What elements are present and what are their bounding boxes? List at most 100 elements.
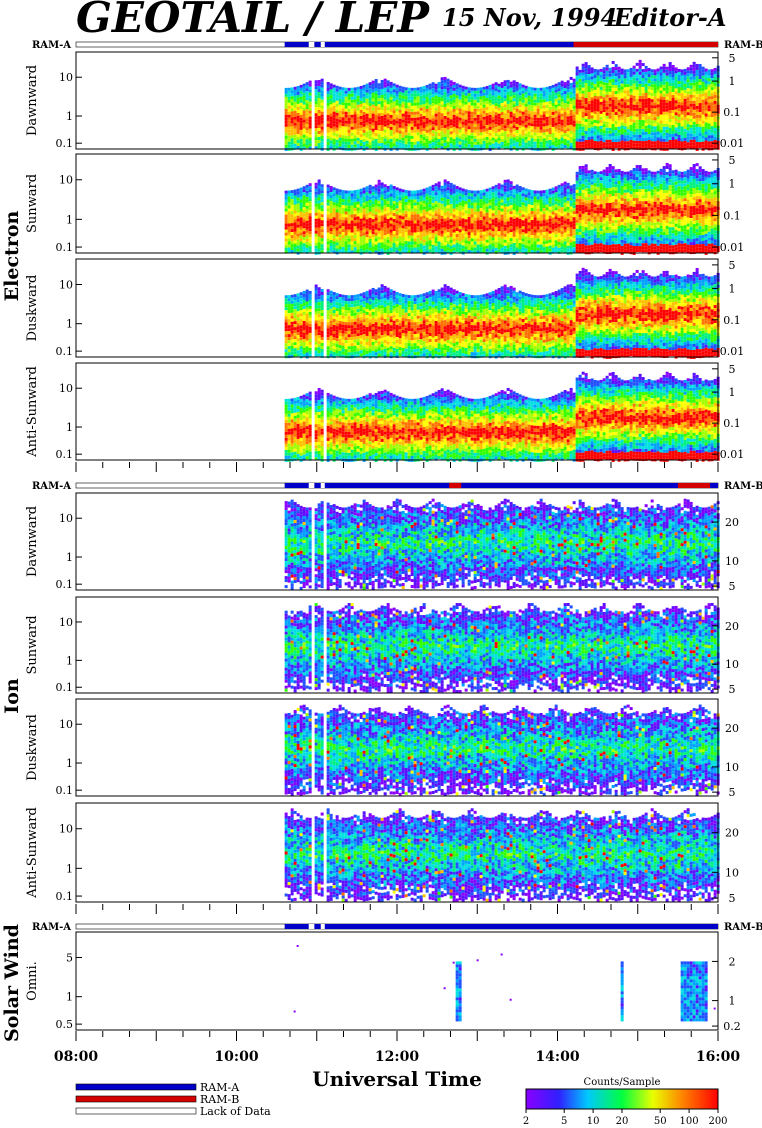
cell	[489, 139, 492, 142]
cell	[501, 100, 504, 103]
cell	[462, 89, 465, 92]
cell	[405, 135, 408, 138]
cell	[696, 124, 699, 127]
cell	[306, 115, 309, 118]
cell	[495, 230, 498, 233]
cell	[417, 108, 420, 111]
cell	[690, 128, 693, 131]
cell	[303, 228, 306, 231]
cell	[432, 133, 435, 136]
cell	[369, 85, 372, 88]
cell	[594, 87, 597, 90]
cell	[414, 121, 417, 124]
cell	[678, 72, 681, 75]
cell	[543, 144, 546, 147]
cell	[603, 79, 606, 82]
cell	[357, 120, 360, 123]
cell	[588, 110, 591, 113]
cell	[363, 103, 366, 106]
cell	[708, 75, 711, 78]
cell	[330, 86, 333, 89]
cell	[696, 106, 699, 109]
cell	[657, 125, 660, 128]
cell	[363, 112, 366, 115]
cell	[417, 111, 420, 114]
cell	[654, 99, 657, 102]
cell	[348, 242, 351, 245]
cell	[426, 200, 429, 203]
cell	[309, 99, 312, 102]
cell	[396, 247, 399, 250]
cell	[624, 141, 627, 144]
cell	[459, 121, 462, 124]
cell	[303, 93, 306, 96]
cell	[414, 239, 417, 242]
cell	[294, 238, 297, 241]
cell	[504, 125, 507, 128]
cell	[351, 112, 354, 115]
cell	[411, 112, 414, 115]
cell	[651, 96, 654, 99]
cell	[291, 205, 294, 208]
cell	[564, 100, 567, 103]
cell	[564, 124, 567, 127]
cell	[360, 128, 363, 131]
cell	[540, 91, 543, 94]
cell	[408, 91, 411, 94]
cell	[495, 242, 498, 245]
cell	[381, 104, 384, 107]
cell	[714, 92, 717, 95]
cell	[435, 90, 438, 93]
cell	[378, 240, 381, 243]
cell	[423, 89, 426, 92]
cell	[369, 209, 372, 212]
cell	[351, 245, 354, 248]
cell	[588, 122, 591, 125]
cell	[339, 219, 342, 222]
cell	[405, 123, 408, 126]
cell	[708, 114, 711, 117]
cell	[558, 121, 561, 124]
cell	[354, 135, 357, 138]
cell	[471, 244, 474, 247]
cell	[684, 99, 687, 102]
cell	[651, 93, 654, 96]
cell	[399, 194, 402, 197]
cell	[408, 211, 411, 214]
cell	[507, 110, 510, 113]
cell	[345, 196, 348, 199]
cell	[315, 222, 318, 225]
cell	[603, 100, 606, 103]
cell	[303, 249, 306, 252]
cell	[495, 100, 498, 103]
cell	[660, 70, 663, 73]
cell	[558, 115, 561, 118]
cell	[315, 140, 318, 143]
cell	[576, 106, 579, 109]
cell	[426, 206, 429, 209]
cell	[333, 103, 336, 106]
cell	[651, 69, 654, 72]
cell	[465, 96, 468, 99]
cell	[636, 99, 639, 102]
cell	[336, 122, 339, 125]
cell	[471, 196, 474, 199]
cell	[507, 128, 510, 131]
cell	[624, 78, 627, 81]
cell	[561, 96, 564, 99]
cell	[702, 91, 705, 94]
cell	[624, 123, 627, 126]
cell	[363, 136, 366, 139]
cell	[291, 117, 294, 120]
cell	[405, 114, 408, 117]
cell	[339, 231, 342, 234]
cell	[444, 239, 447, 242]
cell	[390, 88, 393, 91]
cell	[567, 107, 570, 110]
cell	[420, 117, 423, 120]
cell	[648, 68, 651, 71]
cell	[483, 202, 486, 205]
cell	[711, 69, 714, 72]
cell	[294, 114, 297, 117]
cell	[603, 142, 606, 145]
